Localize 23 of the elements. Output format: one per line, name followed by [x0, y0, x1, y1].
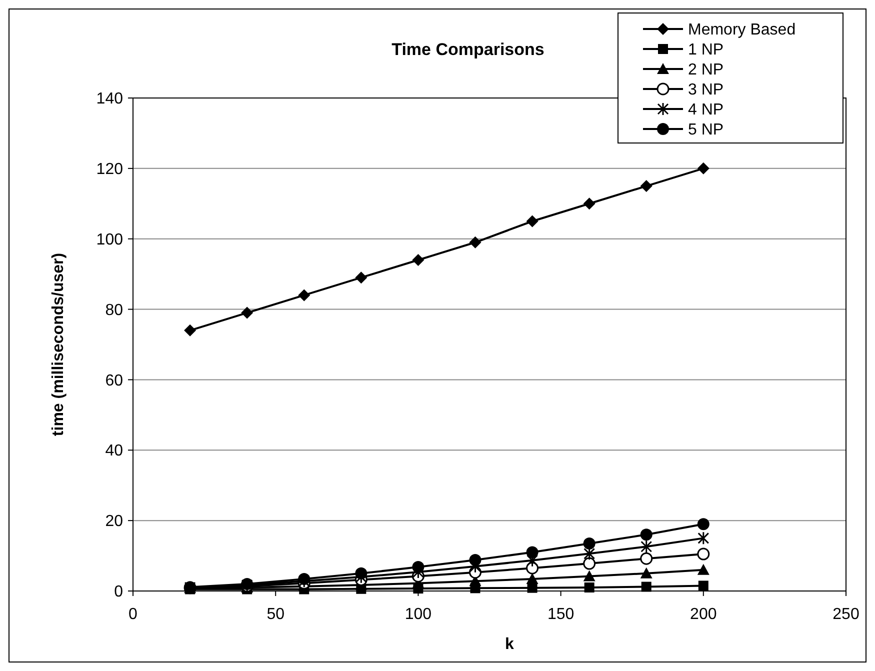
legend-label: 1 NP	[688, 42, 724, 59]
x-tick-label: 50	[266, 606, 285, 623]
x-tick-label: 150	[547, 606, 574, 623]
legend-label: 5 NP	[688, 122, 724, 139]
y-tick-label: 20	[105, 513, 124, 530]
x-tick-label: 0	[128, 606, 138, 623]
y-tick-label: 0	[114, 584, 124, 601]
legend-label: Memory Based	[688, 22, 796, 39]
x-tick-label: 200	[690, 606, 717, 623]
legend-label: 3 NP	[688, 82, 724, 99]
x-axis-title: k	[505, 636, 514, 653]
legend-label: 4 NP	[688, 102, 724, 119]
y-tick-label: 140	[96, 90, 124, 108]
x-tick-label: 100	[404, 606, 432, 623]
y-tick-label: 120	[96, 161, 124, 178]
y-tick-label: 100	[96, 231, 124, 248]
y-tick-label: 60	[105, 372, 124, 390]
legend-label: 2 NP	[688, 62, 724, 79]
y-axis-title: time (milliseconds/user)	[50, 252, 67, 436]
x-tick-label: 250	[832, 606, 860, 623]
y-tick-label: 40	[105, 442, 124, 460]
chart-title: Time Comparisons	[392, 40, 544, 59]
y-tick-label: 80	[105, 302, 124, 319]
